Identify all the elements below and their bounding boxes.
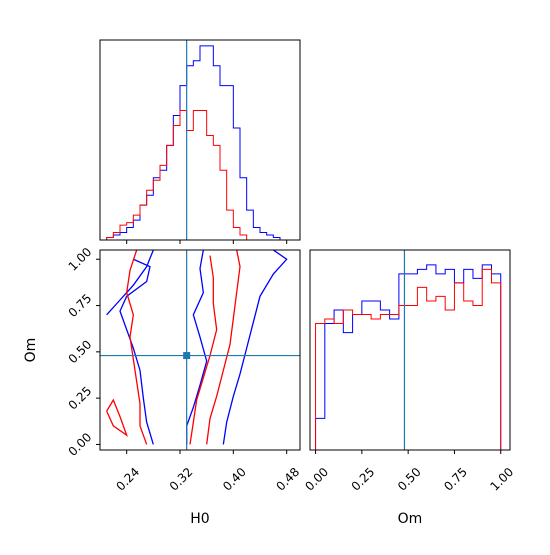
hist-H0-series-group [100,45,300,240]
hist-Om-panel: 0.00 0.25 0.50 0.75 1.00 [302,249,517,494]
joint-ytick-label-1: 0.25 [66,384,95,413]
contour-blue-3 [222,250,288,445]
hist-Om-xtick-label-2: 0.50 [395,465,424,494]
x-axis-label-H0: H0 [190,511,209,527]
hist-Om-xtick-label-0: 0.00 [302,465,331,494]
joint-xtick-label-3: 0.48 [273,465,302,494]
hist-Om-series-blue [315,264,502,450]
joint-xtick-label-0: 0.24 [113,465,142,494]
hist-H0-series-red [100,110,300,240]
truth-marker [183,352,191,360]
hist-Om-frame [309,249,511,451]
hist-Om-series-red [315,268,502,450]
joint-frame [99,249,301,451]
joint-xtick-label-2: 0.40 [220,465,249,494]
contour-red-6 [206,250,241,445]
joint-xtick-label-1: 0.32 [167,465,196,494]
joint-contours-group [106,250,288,445]
joint-ytick-label-2: 0.50 [66,337,95,366]
hist-Om-series-group [315,264,502,450]
y-axis-label-Om: Om [23,338,39,363]
hist-Om-xtick-label-4: 1.00 [488,465,517,494]
contour-blue-2 [186,250,208,445]
contour-blue-1 [106,250,154,316]
hist-H0-frame [99,39,301,241]
joint-ytick-label-4: 1.00 [66,245,95,274]
hist-Om-xtick-label-3: 0.75 [441,465,470,494]
hist-Om-xtick-label-1: 0.25 [349,465,378,494]
hist-H0-series-blue [100,45,300,240]
contour-red-4 [126,250,148,445]
contour-blue-0 [119,258,154,445]
joint-H0-Om-panel: 0.24 0.32 0.40 0.48 0.00 0.25 0.50 0.75 1.00 [66,245,303,494]
joint-ytick-label-3: 0.75 [66,291,95,320]
hist-H0-panel [99,39,301,244]
x-axis-label-Om: Om [398,511,423,527]
joint-ytick-label-0: 0.00 [66,430,95,459]
contour-red-7 [106,398,128,437]
